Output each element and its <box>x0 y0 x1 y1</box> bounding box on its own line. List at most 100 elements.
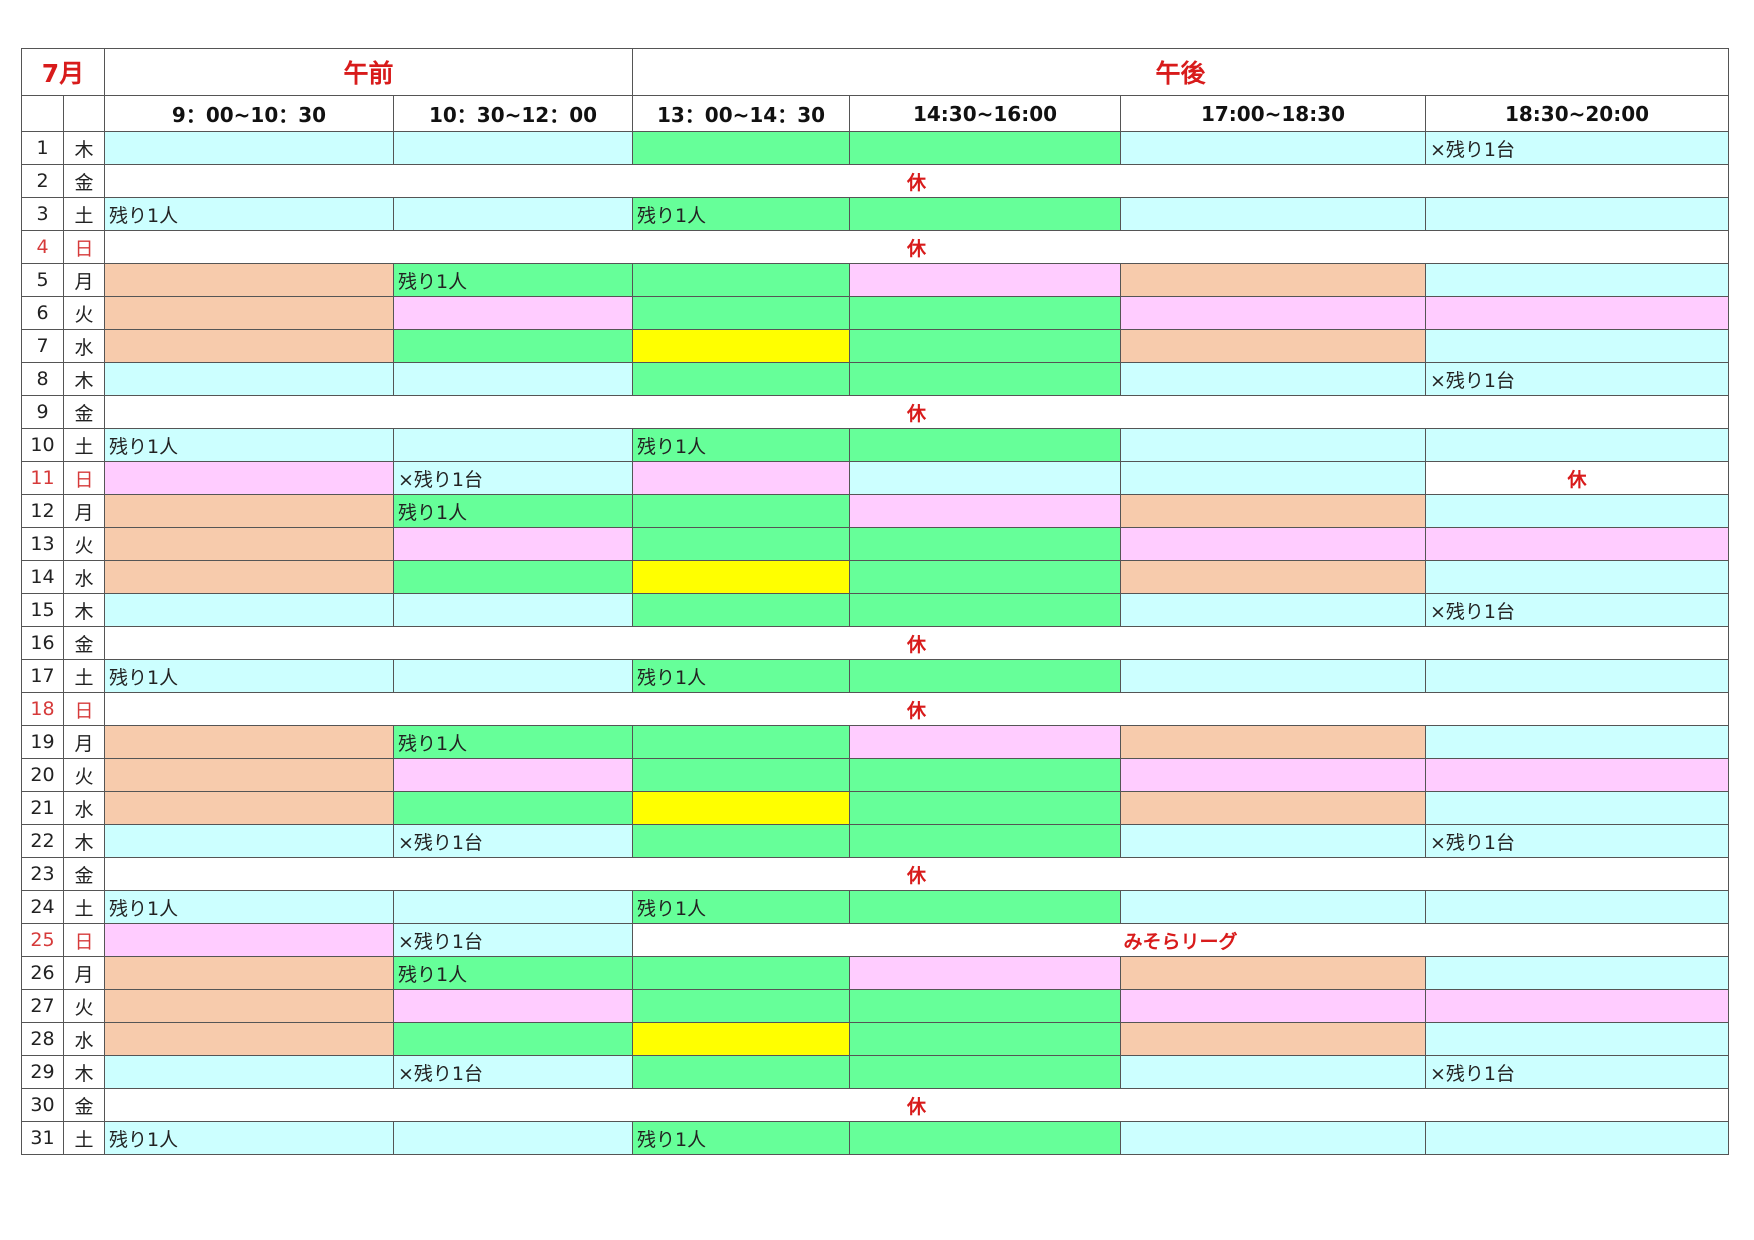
month-label: 7月 <box>21 48 105 96</box>
table-row: 23 金休 <box>21 857 1729 891</box>
slot-cell <box>1120 956 1426 990</box>
slot-cell <box>1120 824 1426 858</box>
slot-cell <box>393 593 633 627</box>
day-of-week: 月 <box>63 263 105 297</box>
slot-cell <box>849 1055 1121 1089</box>
slot-cell: ×残り1台 <box>393 923 633 957</box>
slot-cell <box>104 1022 394 1056</box>
slot-cell <box>1120 725 1426 759</box>
day-number: 30 <box>21 1088 64 1122</box>
slot-cell: 残り1人 <box>632 197 850 231</box>
slot-cell <box>104 527 394 561</box>
slot-cell <box>849 494 1121 528</box>
slot-cell <box>104 725 394 759</box>
slot-cell <box>1120 593 1426 627</box>
slot-cell <box>849 461 1121 495</box>
slot-cell <box>632 560 850 594</box>
day-of-week: 土 <box>63 890 105 924</box>
slot-cell <box>393 791 633 825</box>
day-number: 24 <box>21 890 64 924</box>
table-row: 28 水 <box>21 1022 1729 1056</box>
slot-cell <box>849 890 1121 924</box>
table-row: 18 日休 <box>21 692 1729 726</box>
day-of-week: 木 <box>63 131 105 165</box>
slot-cell: 残り1人 <box>104 428 394 462</box>
day-number: 2 <box>21 164 64 198</box>
slot-cell <box>104 131 394 165</box>
slot-cell <box>1425 659 1729 693</box>
slot-cell <box>104 758 394 792</box>
table-row: 11 日 ×残り1台 休 <box>21 461 1729 495</box>
slot-cell <box>849 560 1121 594</box>
day-number: 3 <box>21 197 64 231</box>
day-of-week: 火 <box>63 296 105 330</box>
slot-cell <box>1425 725 1729 759</box>
table-row: 3 土残り1人 残り1人 <box>21 197 1729 231</box>
day-of-week: 木 <box>63 593 105 627</box>
slot-cell: 残り1人 <box>393 494 633 528</box>
day-of-week: 金 <box>63 1088 105 1122</box>
day-of-week: 日 <box>63 923 105 957</box>
table-row: 24 土残り1人 残り1人 <box>21 890 1729 924</box>
slot-cell <box>104 956 394 990</box>
slot-cell <box>1425 791 1729 825</box>
slot-header-2: 10：30~12：00 <box>393 95 633 132</box>
slot-cell <box>104 263 394 297</box>
day-of-week: 金 <box>63 164 105 198</box>
day-of-week: 土 <box>63 1121 105 1155</box>
slot-cell <box>104 494 394 528</box>
header-row-period: 7月 午前 午後 <box>21 48 1729 96</box>
slot-cell <box>1120 659 1426 693</box>
slot-cell <box>104 362 394 396</box>
slot-cell <box>849 362 1121 396</box>
slot-cell <box>849 1022 1121 1056</box>
day-number: 29 <box>21 1055 64 1089</box>
slot-cell <box>1425 989 1729 1023</box>
slot-cell: 残り1人 <box>104 659 394 693</box>
table-row: 22 木 ×残り1台 ×残り1台 <box>21 824 1729 858</box>
table-row: 1 木 ×残り1台 <box>21 131 1729 165</box>
table-row: 16 金休 <box>21 626 1729 660</box>
slot-cell <box>1120 131 1426 165</box>
slot-cell: 残り1人 <box>393 263 633 297</box>
slot-cell <box>632 1055 850 1089</box>
am-label: 午前 <box>104 48 633 96</box>
slot-cell <box>632 362 850 396</box>
day-number: 16 <box>21 626 64 660</box>
slot-cell <box>632 1022 850 1056</box>
day-number: 15 <box>21 593 64 627</box>
slot-cell <box>1425 263 1729 297</box>
header-dow-blank <box>63 95 105 132</box>
table-row: 29 木 ×残り1台 ×残り1台 <box>21 1055 1729 1089</box>
slot-cell <box>104 329 394 363</box>
slot-cell <box>632 461 850 495</box>
closed-label: 休 <box>104 1088 1729 1122</box>
slot-cell <box>632 131 850 165</box>
slot-cell <box>632 725 850 759</box>
slot-header-1: 9：00~10：30 <box>104 95 394 132</box>
slot-cell <box>393 1121 633 1155</box>
slot-cell <box>1120 527 1426 561</box>
day-number: 9 <box>21 395 64 429</box>
slot-cell <box>104 923 394 957</box>
day-number: 12 <box>21 494 64 528</box>
day-of-week: 水 <box>63 791 105 825</box>
slot-cell <box>849 428 1121 462</box>
day-of-week: 木 <box>63 1055 105 1089</box>
slot-cell <box>393 890 633 924</box>
table-row: 8 木 ×残り1台 <box>21 362 1729 396</box>
day-number: 21 <box>21 791 64 825</box>
table-row: 17 土残り1人 残り1人 <box>21 659 1729 693</box>
table-row: 30 金休 <box>21 1088 1729 1122</box>
slot-cell <box>1120 263 1426 297</box>
day-of-week: 木 <box>63 362 105 396</box>
table-row: 10 土残り1人 残り1人 <box>21 428 1729 462</box>
slot-cell <box>1120 1022 1426 1056</box>
day-number: 23 <box>21 857 64 891</box>
closed-label: 休 <box>104 395 1729 429</box>
table-row: 12 月 残り1人 <box>21 494 1729 528</box>
slot-cell: ×残り1台 <box>1425 362 1729 396</box>
